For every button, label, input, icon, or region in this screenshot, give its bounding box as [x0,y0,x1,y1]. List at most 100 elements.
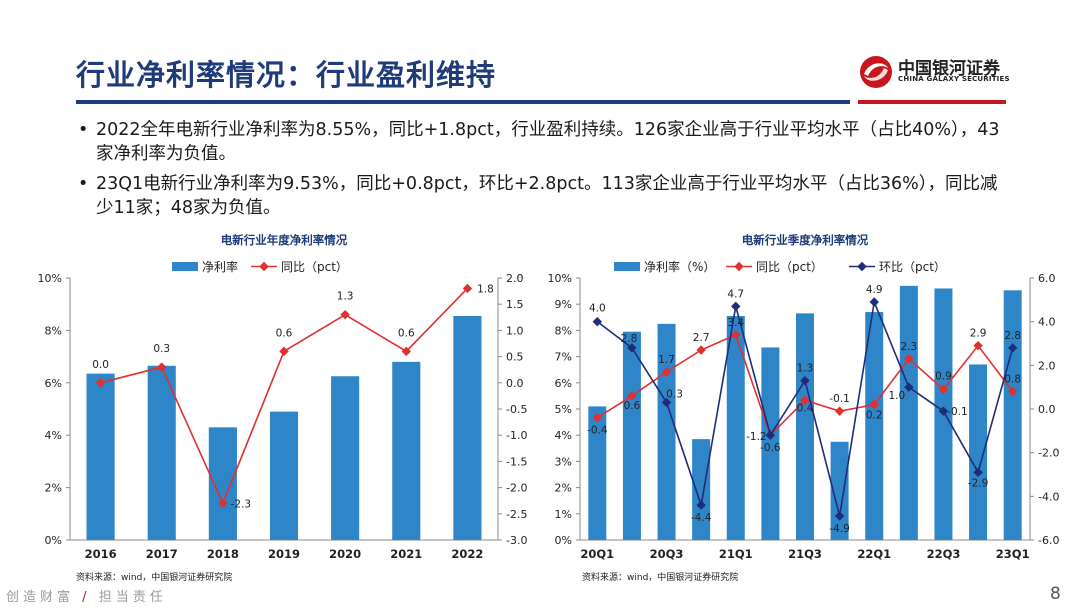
point-yoy [938,384,949,395]
x-tick-label: 22Q1 [857,547,891,561]
data-label: 1.8 [477,283,494,295]
right-tick-label: 4.0 [1038,316,1056,329]
right-tick-label: 0.0 [1038,403,1056,416]
bar-net-margin [588,406,607,540]
x-tick-label: 20Q1 [580,547,614,561]
right-tick-label: -0.5 [506,403,527,416]
x-tick-label: 2021 [390,547,422,561]
left-tick-label: 4% [555,429,572,442]
left-tick-label: 9% [555,298,572,311]
point-yoy [834,406,845,416]
data-label: 2.8 [621,333,638,345]
data-label: -4.9 [829,523,850,535]
footer-slogan-b: 担当责任 [98,590,167,605]
legend-swatch-marker [734,261,744,272]
data-label: 0.2 [866,410,883,422]
x-tick-label: 2018 [207,547,239,561]
point-yoy [340,309,350,320]
galaxy-logo-icon [860,56,892,88]
legend-swatch-marker [857,261,867,272]
point-yoy [157,362,167,372]
left-tick-label: 10% [38,272,62,285]
legend-label: 环比（pct） [879,260,946,274]
x-tick-label: 20Q3 [650,547,684,561]
point-qoq [592,316,603,327]
point-qoq [627,343,637,353]
point-yoy [661,367,672,377]
data-label: 2.3 [900,341,917,353]
bar-net-margin [969,364,988,540]
left-tick-label: 6% [555,377,572,390]
point-yoy [462,283,473,294]
right-tick-label: 2.0 [1038,359,1056,372]
data-label: 1.7 [658,354,675,366]
bar-net-margin [796,313,814,540]
x-tick-label: 23Q1 [996,547,1030,561]
left-tick-label: 1% [555,508,572,521]
data-label: 0.9 [935,370,952,382]
brand-name-en: CHINA GALAXY SECURITIES [898,75,1010,83]
right-tick-label: 6.0 [1038,272,1056,285]
right-tick-label: -2.0 [506,482,527,495]
brand-name-cn: 中国银河证券 [898,59,1000,79]
left-tick-label: 8% [45,324,62,337]
data-label: 0.6 [624,400,641,412]
legend-swatch-bar [614,262,640,271]
point-qoq [731,301,741,312]
right-tick-label: 1.0 [506,324,524,337]
data-label: 4.7 [727,288,744,300]
left-tick-label: 0% [45,534,62,547]
bar-net-margin [830,441,849,540]
left-tick-label: 2% [45,482,62,495]
right-tick-label: -1.0 [506,429,527,442]
point-qoq [1007,343,1018,353]
data-label: 4.0 [589,303,606,315]
left-tick-label: 0% [555,534,572,547]
left-tick-label: 6% [45,377,62,390]
bar-net-margin [657,323,676,540]
data-label: 1.0 [888,390,905,402]
data-label: 2.8 [1004,330,1021,342]
data-label: -4.4 [691,512,712,524]
quarterly-chart-source: 资料来源：wind，中国银河证券研究院 [582,573,739,583]
x-tick-label: 21Q1 [719,547,753,561]
point-yoy [95,378,106,388]
data-label: -0.1 [947,406,968,418]
title-divider [76,100,850,104]
footer-slogan-a: 创造财富 [6,590,75,605]
bar-net-margin [726,315,745,540]
bar-net-margin [1003,290,1022,540]
point-yoy [218,498,228,509]
data-label: -0.6 [760,442,781,454]
left-tick-label: 7% [555,351,572,364]
chart-title: 电新行业年度净利率情况 [221,233,348,247]
data-label: 0.8 [1004,374,1021,386]
right-tick-label: -2.0 [1038,447,1059,460]
point-yoy [401,346,411,357]
point-yoy [279,346,289,357]
x-tick-label: 2019 [268,547,300,561]
bar-net-margin [269,411,299,540]
point-qoq [973,467,983,478]
data-label: -2.3 [231,498,252,510]
data-label: 0.0 [92,359,109,371]
bar-net-margin [865,312,884,540]
point-yoy [1007,386,1018,397]
bullet-item: 2022全年电新行业净利率为8.55%，同比+1.8pct，行业盈利持续。126… [78,118,1008,166]
data-label: -0.1 [829,393,850,405]
data-label: -1.2 [746,431,767,443]
bar-net-margin [622,331,641,540]
annual-chart-source: 资料来源：wind，中国银河证券研究院 [76,573,233,583]
point-yoy [627,391,637,401]
point-yoy [731,330,741,340]
point-qoq [696,500,706,510]
point-yoy [973,340,983,351]
right-tick-label: 0.5 [506,351,524,364]
bar-net-margin [208,427,237,540]
left-tick-label: 5% [555,403,572,416]
left-tick-label: 2% [555,482,572,495]
right-tick-label: -6.0 [1038,534,1059,547]
point-qoq [904,382,914,392]
bar-net-margin [692,439,711,540]
